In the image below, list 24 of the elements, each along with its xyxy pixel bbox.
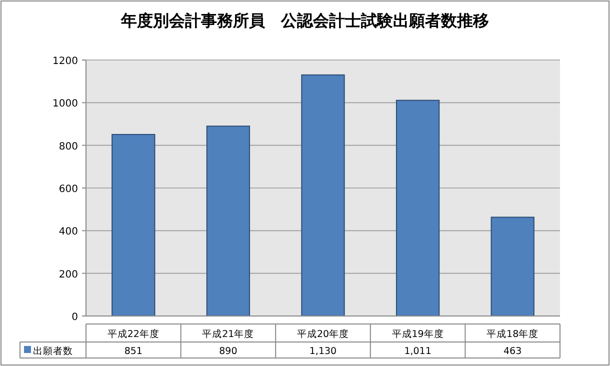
text: 1,130 bbox=[309, 346, 337, 357]
bar bbox=[301, 74, 345, 316]
x-tick-label: 平成21年度 bbox=[202, 328, 254, 340]
bar bbox=[112, 134, 156, 316]
text: 890 bbox=[219, 346, 238, 357]
y-tick-label: 600 bbox=[58, 184, 78, 195]
legend-label: 出願者数 bbox=[33, 345, 73, 357]
x-tick-label: 平成22年度 bbox=[107, 328, 160, 340]
chart-title: 年度別会計事務所員 公認会計士試験出願者数推移 bbox=[120, 11, 489, 30]
text: 1,011 bbox=[404, 346, 432, 357]
bar bbox=[206, 126, 250, 316]
y-tick-label: 0 bbox=[72, 312, 78, 323]
text: 463 bbox=[504, 346, 522, 357]
y-tick-label: 200 bbox=[58, 269, 78, 280]
x-tick-label: 平成19年度 bbox=[392, 328, 444, 340]
y-tick-label: 1200 bbox=[52, 56, 78, 67]
x-tick-label: 平成18年度 bbox=[486, 328, 539, 340]
bar bbox=[396, 100, 440, 316]
text: 851 bbox=[124, 346, 142, 357]
bar bbox=[490, 216, 534, 316]
x-tick-label: 平成20年度 bbox=[296, 328, 350, 340]
y-tick-label: 800 bbox=[58, 141, 78, 152]
y-tick-label: 400 bbox=[58, 226, 78, 238]
y-tick-label: 1000 bbox=[52, 98, 78, 110]
